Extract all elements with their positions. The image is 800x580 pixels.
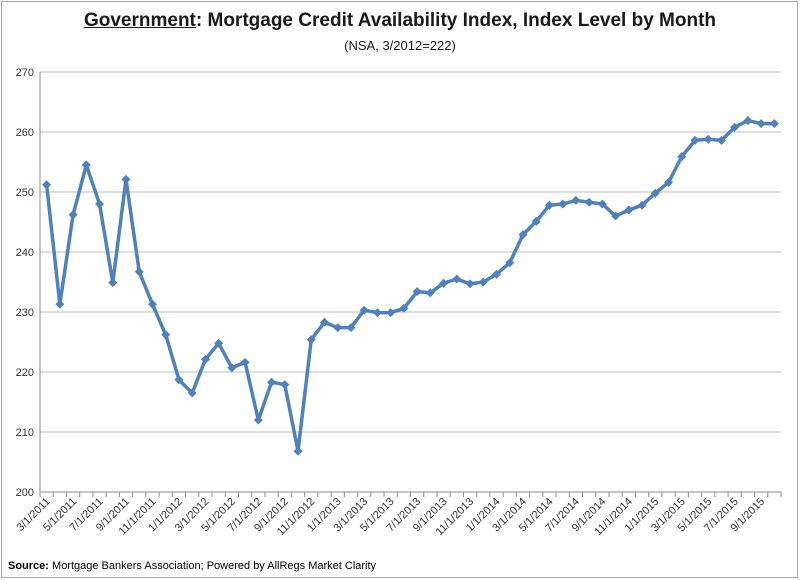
data-point xyxy=(81,160,91,170)
chart-subtitle: (NSA, 3/2012=222) xyxy=(344,38,456,53)
series-line xyxy=(44,118,775,453)
data-point xyxy=(690,135,700,145)
data-point xyxy=(399,303,409,313)
data-point xyxy=(227,363,237,373)
data-point xyxy=(716,135,726,145)
data-point xyxy=(677,152,687,162)
data-point xyxy=(531,216,541,226)
y-tick-label: 240 xyxy=(16,247,34,259)
data-point xyxy=(200,354,210,364)
data-point xyxy=(439,278,449,288)
data-point xyxy=(147,299,157,309)
data-point xyxy=(743,116,753,126)
data-point xyxy=(756,119,766,129)
data-point xyxy=(571,195,581,205)
data-point xyxy=(518,230,528,240)
data-point xyxy=(214,338,224,348)
data-point xyxy=(253,415,263,425)
data-point xyxy=(597,199,607,209)
data-point xyxy=(730,122,740,132)
data-point xyxy=(161,330,171,340)
data-point xyxy=(134,267,144,277)
data-point xyxy=(650,188,660,198)
data-point xyxy=(584,197,594,207)
chart-title-suffix: : Mortgage Credit Availability Index, In… xyxy=(195,10,717,31)
data-point xyxy=(267,377,277,387)
data-point xyxy=(544,200,554,210)
data-point xyxy=(333,323,343,333)
data-point xyxy=(492,269,502,279)
data-point xyxy=(425,288,435,298)
data-point xyxy=(703,134,713,144)
data-point xyxy=(174,375,184,385)
data-point xyxy=(452,274,462,284)
y-tick-label: 230 xyxy=(16,307,34,319)
data-point xyxy=(306,335,316,345)
chart-title: Government: Mortgage Credit Availability… xyxy=(0,10,800,32)
y-tick-label: 220 xyxy=(16,367,34,379)
data-point xyxy=(55,299,65,309)
data-point xyxy=(372,308,382,318)
data-point xyxy=(412,287,422,297)
y-tick-label: 200 xyxy=(16,487,34,499)
source-note: Source: Mortgage Bankers Association; Po… xyxy=(8,560,376,572)
data-point xyxy=(121,174,131,184)
source-text: Mortgage Bankers Association; Powered by… xyxy=(48,560,377,572)
data-point xyxy=(240,357,250,367)
y-tick-label: 270 xyxy=(16,67,34,79)
y-tick-label: 250 xyxy=(16,187,34,199)
data-point xyxy=(611,211,621,221)
data-point xyxy=(108,278,118,288)
y-tick-label: 260 xyxy=(16,127,34,139)
data-point xyxy=(95,199,105,209)
data-point xyxy=(346,323,356,333)
data-point xyxy=(664,177,674,187)
data-point xyxy=(465,279,475,289)
data-point xyxy=(42,180,52,190)
data-point xyxy=(187,388,197,398)
data-point xyxy=(624,205,634,215)
data-point xyxy=(359,305,369,315)
data-point xyxy=(319,317,329,327)
data-point xyxy=(478,277,488,287)
data-point xyxy=(386,308,396,318)
data-point xyxy=(637,200,647,210)
y-tick-label: 210 xyxy=(16,427,34,439)
chart-title-prefix: Government xyxy=(83,10,196,31)
data-point xyxy=(293,446,303,456)
data-point xyxy=(280,380,290,390)
data-point xyxy=(505,258,515,268)
source-label: Source: xyxy=(8,560,49,572)
data-point xyxy=(558,199,568,209)
data-point xyxy=(68,210,78,220)
data-point xyxy=(769,119,779,129)
